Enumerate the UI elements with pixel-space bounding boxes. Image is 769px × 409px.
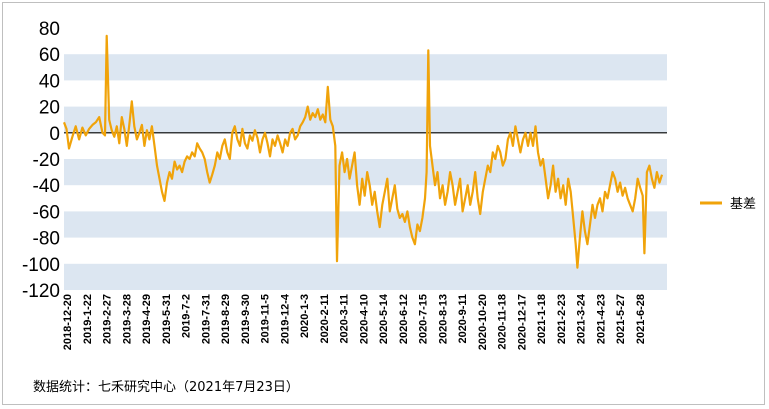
y-tick-label: 80 bbox=[39, 19, 60, 40]
source-note: 数据统计：七禾研究中心（2021年7月23日） bbox=[33, 380, 299, 395]
y-tick-label: -80 bbox=[33, 229, 60, 250]
x-tick-label: 2019-12-4 bbox=[279, 293, 291, 344]
x-tick-label: 2020-4-10 bbox=[358, 294, 370, 344]
grid-band bbox=[64, 263, 667, 290]
legend-label: 基差 bbox=[730, 197, 756, 212]
y-tick-label: -20 bbox=[33, 150, 60, 171]
x-tick-label: 2019-7-31 bbox=[200, 294, 212, 344]
grid-band bbox=[64, 54, 667, 81]
y-tick-label: 20 bbox=[39, 98, 60, 119]
x-tick-label: 2019-9-30 bbox=[240, 294, 252, 344]
grid-band bbox=[64, 106, 667, 133]
y-tick-label: 60 bbox=[39, 45, 60, 66]
legend: 基差 bbox=[700, 197, 756, 212]
x-tick-label: 2019-4-29 bbox=[141, 294, 153, 344]
y-tick-label: 0 bbox=[49, 124, 60, 145]
x-tick-label: 2020-3-11 bbox=[339, 294, 351, 344]
x-axis-ticks: 2018-12-20 2019-1-22 2019-2-27 2019-3-28 201… bbox=[62, 293, 647, 350]
y-tick-label: -100 bbox=[22, 255, 60, 276]
x-tick-label: 2018-12-20 bbox=[62, 294, 74, 350]
x-tick-label: 2020-1-3 bbox=[299, 294, 311, 338]
x-tick-label: 2020-11-18 bbox=[497, 294, 509, 350]
x-tick-label: 2019-2-27 bbox=[102, 294, 114, 344]
y-tick-label: -60 bbox=[33, 202, 60, 223]
series-line-jicha bbox=[62, 34, 664, 269]
x-tick-label: 2020-12-17 bbox=[516, 294, 528, 350]
y-tick-label: -120 bbox=[22, 281, 60, 302]
y-tick-label: -40 bbox=[33, 176, 60, 197]
x-tick-label: 2019-11-5 bbox=[260, 294, 272, 344]
x-tick-label: 2021-4-23 bbox=[595, 294, 607, 344]
x-tick-label: 2019-7-2 bbox=[181, 294, 193, 338]
x-tick-label: 2020-10-20 bbox=[477, 294, 489, 350]
x-tick-label: 2019-8-29 bbox=[220, 294, 232, 344]
x-tick-label: 2020-2-11 bbox=[319, 294, 331, 344]
x-tick-label: 2020-7-15 bbox=[418, 294, 430, 344]
x-tick-label: 2020-5-14 bbox=[378, 293, 390, 344]
y-tick-label: 40 bbox=[39, 71, 60, 92]
x-tick-label: 2021-3-24 bbox=[576, 293, 588, 344]
x-tick-label: 2020-6-12 bbox=[398, 294, 410, 344]
y-axis-ticks: 80 60 40 20 0 -20 -40 -60 -80 -100 -120 bbox=[22, 19, 60, 302]
grid-band bbox=[64, 211, 667, 238]
grid-bands bbox=[64, 54, 667, 290]
x-tick-label: 2020-8-13 bbox=[437, 294, 449, 344]
x-tick-label: 2021-6-28 bbox=[635, 294, 647, 344]
x-tick-label: 2020-9-11 bbox=[457, 294, 469, 344]
x-tick-label: 2021-5-27 bbox=[615, 294, 627, 344]
x-tick-label: 2019-1-22 bbox=[82, 294, 94, 344]
x-tick-label: 2021-1-18 bbox=[536, 294, 548, 344]
x-tick-label: 2021-2-23 bbox=[556, 294, 568, 344]
x-tick-label: 2019-3-28 bbox=[121, 294, 133, 344]
x-tick-label: 2019-5-31 bbox=[161, 294, 173, 344]
